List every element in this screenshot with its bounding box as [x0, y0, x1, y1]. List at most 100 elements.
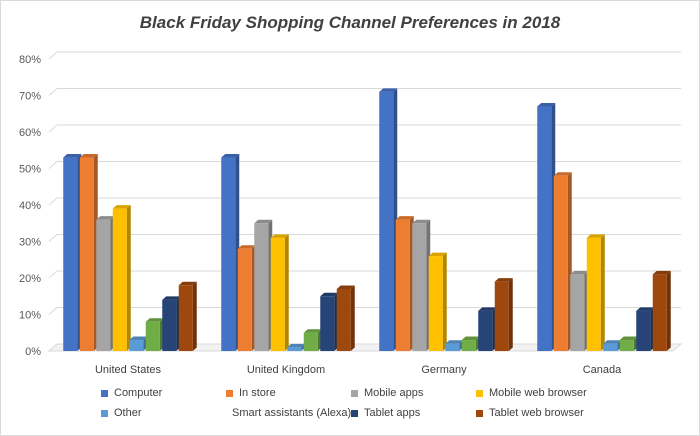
bar-side: [600, 234, 605, 351]
legend-swatch: [351, 409, 358, 417]
bar-front: [336, 288, 351, 351]
bar-top: [412, 219, 431, 224]
bar-top: [445, 340, 464, 344]
bar: [254, 219, 273, 351]
legend-swatch: [476, 409, 483, 417]
bar-front: [478, 310, 493, 351]
bar: [636, 307, 655, 351]
bar: [221, 154, 240, 351]
y-axis: 0% 10% 20% 30% 40% 50% 60% 70% 80%: [19, 54, 41, 358]
bar: [79, 154, 98, 351]
bar-side: [192, 281, 197, 351]
bar-top: [636, 307, 655, 311]
bar: [63, 154, 82, 351]
gridline: [48, 51, 58, 60]
bar-front: [461, 340, 476, 351]
bar: [461, 336, 480, 351]
legend-item: Mobile web browser: [476, 387, 616, 399]
bar-top: [287, 343, 306, 348]
bar-top: [162, 296, 181, 300]
bar-front: [254, 223, 269, 351]
bar-top: [237, 245, 256, 249]
bar-top: [112, 205, 131, 209]
bar-top: [395, 216, 414, 220]
bar-front: [619, 340, 634, 351]
legend-label: Computer: [114, 387, 163, 399]
legend-item: Mobile apps: [351, 387, 476, 399]
gridline: [48, 197, 58, 206]
bar-top: [129, 336, 148, 341]
bar-front: [270, 237, 285, 351]
legend-label: Tablet apps: [364, 407, 421, 419]
bar-top: [461, 336, 480, 341]
bar-top: [537, 102, 556, 107]
bar-side: [508, 278, 513, 351]
bar-side: [126, 205, 131, 351]
bar-front: [553, 175, 568, 351]
y-tick-label: 40%: [19, 200, 41, 212]
bar-top: [270, 234, 289, 238]
bar-front: [112, 208, 127, 351]
bar-front: [129, 340, 144, 351]
bar-front: [303, 332, 318, 351]
bar: [586, 234, 605, 351]
legend-item: In store: [226, 387, 351, 399]
bar: [553, 172, 572, 351]
y-tick-label: 70%: [19, 91, 41, 103]
bar-front: [178, 285, 193, 351]
bar: [336, 285, 355, 351]
bar: [603, 340, 622, 351]
gridline: [48, 161, 58, 169]
gridline: [48, 124, 58, 133]
bar-front: [603, 343, 618, 351]
bar-top: [570, 270, 589, 275]
gridline: [48, 234, 58, 242]
bar: [478, 307, 497, 351]
legend-swatch: [101, 409, 108, 417]
gridline: [48, 270, 58, 279]
bar: [494, 278, 513, 351]
bar-top: [303, 329, 322, 333]
bar: [412, 219, 431, 351]
bar-top: [478, 307, 497, 311]
bar-front: [428, 256, 443, 351]
bar-top: [336, 285, 355, 289]
bar-top: [221, 154, 240, 158]
bar: [619, 336, 638, 351]
bar: [96, 216, 115, 351]
bar-front: [96, 219, 111, 351]
bar-top: [96, 216, 115, 220]
legend-label: Other: [114, 407, 142, 419]
y-tick-label: 20%: [19, 273, 41, 285]
bar: [145, 318, 164, 351]
bar-front: [221, 157, 236, 351]
bar-top: [79, 154, 98, 158]
legend-item: Tablet web browser: [476, 407, 616, 419]
legend-item: Computer: [101, 387, 226, 399]
y-tick-label: 50%: [19, 164, 41, 176]
bar-front: [379, 91, 394, 351]
legend-swatch: [351, 389, 358, 397]
legend-label: Smart assistants (Alexa): [232, 407, 352, 419]
bar-front: [636, 310, 651, 351]
bar-top: [428, 252, 447, 257]
chart-title: Black Friday Shopping Channel Preference…: [139, 13, 561, 32]
bar-side: [284, 234, 289, 351]
gridline: [48, 88, 58, 96]
bar-top: [553, 172, 572, 176]
bar: [445, 340, 464, 351]
bar: [428, 252, 447, 351]
bar: [237, 245, 256, 351]
bar: [270, 234, 289, 351]
y-tick-label: 60%: [19, 127, 41, 139]
legend-swatch: [476, 389, 483, 397]
bar-side: [442, 252, 447, 351]
bars: [63, 88, 671, 351]
bar-front: [652, 274, 667, 351]
bar: [537, 102, 556, 351]
bar-top: [494, 278, 513, 282]
bar-front: [287, 347, 302, 351]
x-category-label: United States: [95, 364, 162, 376]
legend-swatch: [226, 389, 233, 397]
